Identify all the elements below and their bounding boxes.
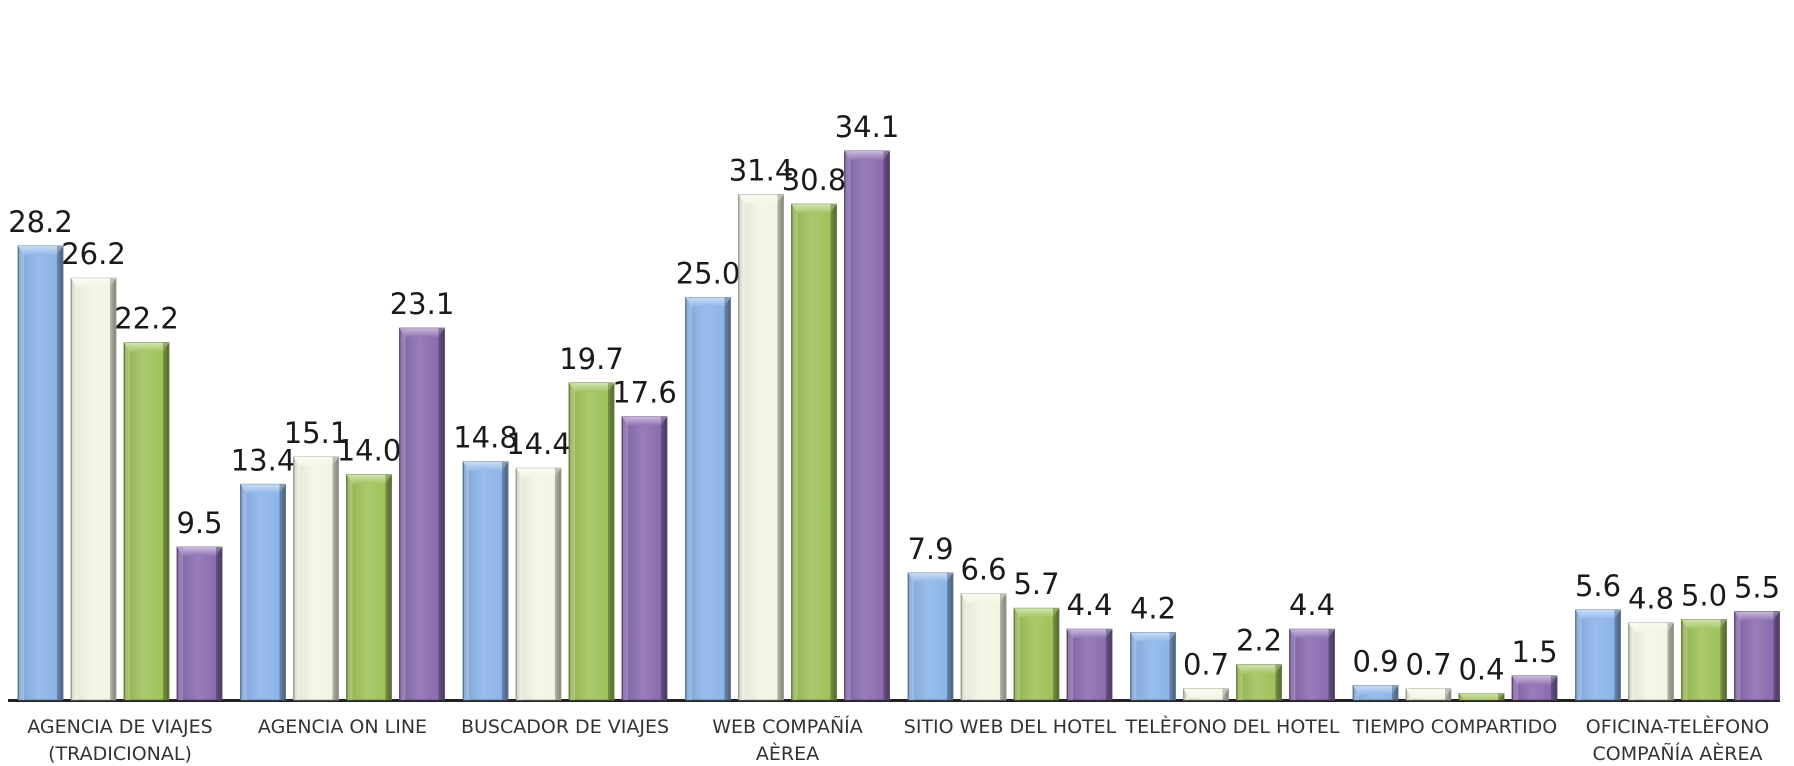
bar <box>568 382 615 701</box>
data-label: 25.0 <box>676 257 741 291</box>
bar <box>738 194 784 701</box>
category-label: TELÈFONO DEL HOTEL <box>1125 715 1340 738</box>
bar <box>791 203 837 701</box>
bar <box>1130 631 1176 701</box>
data-label: 5.0 <box>1681 579 1727 613</box>
bar <box>70 277 117 701</box>
data-label: 4.8 <box>1628 582 1674 616</box>
data-label: 2.2 <box>1236 624 1282 658</box>
bar <box>1405 688 1452 701</box>
bar <box>960 593 1007 701</box>
bar <box>844 150 890 701</box>
data-label: 5.7 <box>1013 567 1059 601</box>
data-label: 5.5 <box>1734 570 1780 604</box>
bar <box>462 461 509 701</box>
data-label: 17.6 <box>612 376 677 410</box>
data-label: 9.5 <box>176 506 222 540</box>
category-label: OFICINA-TELÈFONO COMPAÑÍA AÈREA <box>1586 715 1770 765</box>
data-label: 14.4 <box>506 427 571 461</box>
data-label: 0.7 <box>1183 648 1229 682</box>
bar <box>515 467 562 701</box>
data-label: 14.8 <box>453 421 518 455</box>
bar <box>1575 609 1621 701</box>
bar <box>621 416 668 701</box>
bar <box>1628 622 1674 701</box>
data-label: 4.2 <box>1130 591 1176 625</box>
data-label: 1.5 <box>1511 635 1557 669</box>
data-label: 28.2 <box>8 205 73 239</box>
bar <box>1066 628 1113 701</box>
data-label: 31.4 <box>729 153 794 187</box>
data-label: 13.4 <box>231 443 296 477</box>
bar <box>346 474 392 701</box>
category-label: WEB COMPAÑÍA AÈREA <box>712 715 863 765</box>
data-label: 23.1 <box>390 287 455 321</box>
data-label: 0.9 <box>1352 645 1398 679</box>
bar <box>240 483 286 701</box>
bar <box>1236 664 1282 701</box>
category-label: BUSCADOR DE VIAJES <box>461 716 669 738</box>
data-label: 15.1 <box>284 416 349 450</box>
bar <box>1681 619 1727 701</box>
data-label: 19.7 <box>559 342 624 376</box>
data-label: 5.6 <box>1575 569 1621 603</box>
category-label: TIEMPO COMPARTIDO <box>1352 716 1558 738</box>
bar <box>685 297 731 701</box>
data-label: 30.8 <box>782 163 847 197</box>
bar <box>1013 607 1060 701</box>
bar <box>1289 628 1335 701</box>
data-label: 0.7 <box>1405 648 1451 682</box>
bar <box>1352 685 1399 701</box>
data-label: 7.9 <box>907 532 953 566</box>
data-label: 4.4 <box>1289 588 1335 622</box>
data-label: 14.0 <box>337 434 402 468</box>
data-label: 22.2 <box>114 302 179 336</box>
data-label: 0.4 <box>1458 653 1504 687</box>
category-label: AGENCIA ON LINE <box>258 716 427 738</box>
data-label: 4.4 <box>1066 588 1112 622</box>
data-label: 34.1 <box>835 110 900 144</box>
data-label: 6.6 <box>960 553 1006 587</box>
bar <box>17 245 64 701</box>
bar <box>176 546 223 701</box>
bar <box>907 572 954 701</box>
bar <box>123 342 170 701</box>
bar <box>1183 688 1229 701</box>
bar <box>1458 693 1505 701</box>
bar <box>1734 611 1780 701</box>
bar <box>293 456 339 701</box>
category-label: AGENCIA DE VIAJES (TRADICIONAL) <box>27 716 212 765</box>
category-label: SITIO WEB DEL HOTEL <box>904 716 1117 738</box>
data-label: 26.2 <box>61 237 126 271</box>
bar <box>399 327 445 701</box>
bar <box>1511 675 1558 701</box>
